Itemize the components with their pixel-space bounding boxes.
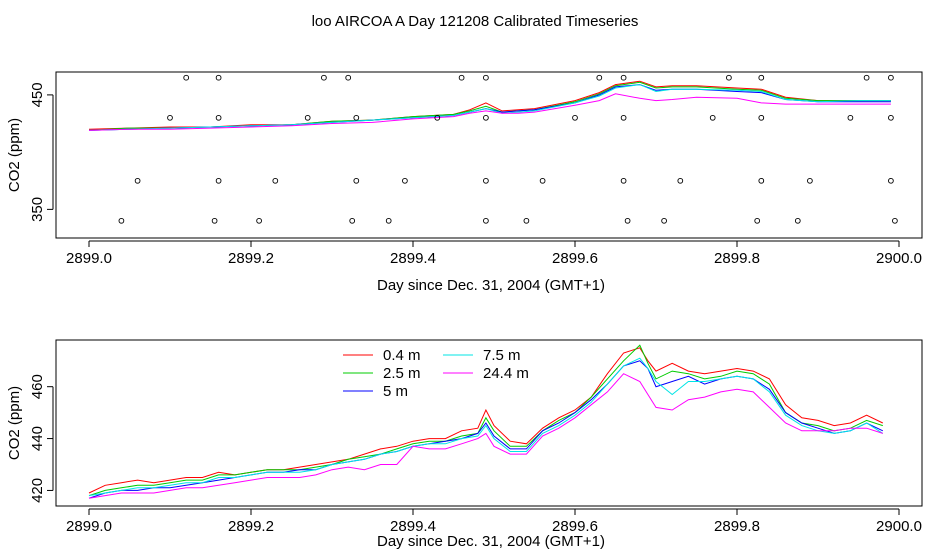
bottom-series-line-1 bbox=[88, 344, 883, 497]
top-series-line-0 bbox=[88, 80, 891, 130]
top-marker-point bbox=[892, 217, 898, 224]
legend-label: 5 m bbox=[383, 383, 408, 400]
bottom-series-line-3 bbox=[88, 357, 884, 497]
top-marker-point bbox=[758, 74, 765, 81]
top-plot-frame bbox=[55, 71, 923, 239]
bottom-y-tick-label: 440 bbox=[29, 426, 46, 451]
top-marker-point bbox=[523, 217, 530, 224]
top-marker-point bbox=[458, 74, 465, 81]
top-marker-point bbox=[888, 74, 894, 81]
top-marker-point bbox=[758, 177, 765, 184]
bottom-x-tick-label: 2899.6 bbox=[552, 518, 598, 535]
top-marker-point bbox=[483, 114, 489, 121]
top-marker-point bbox=[620, 74, 627, 81]
top-marker-point bbox=[794, 217, 801, 224]
top-marker-point bbox=[167, 114, 173, 121]
top-panel: 2899.0 2899.2 2899.4 2899.6 2899.8 2900.0 350… bbox=[6, 71, 923, 294]
legend: 0.4 m 2.5 m 5 m 7.5 m 24.4 m bbox=[343, 347, 529, 400]
top-marker-point bbox=[483, 177, 489, 184]
bottom-y-axis-label: CO2 (ppm) bbox=[6, 386, 23, 460]
bottom-x-tick-label: 2899.4 bbox=[390, 518, 436, 535]
top-marker-point bbox=[661, 217, 667, 224]
top-marker-point bbox=[620, 114, 627, 121]
top-marker-point bbox=[256, 217, 262, 224]
bottom-series-line-0 bbox=[88, 347, 884, 494]
bottom-y-tick-label: 420 bbox=[29, 478, 46, 503]
top-marker-point bbox=[215, 74, 222, 81]
top-marker-point bbox=[726, 74, 732, 81]
top-marker-point bbox=[624, 217, 631, 224]
top-x-tick-label: 2899.4 bbox=[390, 250, 436, 267]
top-y-axis-label: CO2 (ppm) bbox=[6, 118, 23, 192]
top-marker-point bbox=[353, 114, 360, 121]
top-marker-point bbox=[353, 177, 360, 184]
top-marker-point bbox=[847, 114, 854, 121]
top-marker-point bbox=[888, 177, 894, 184]
bottom-series-line-4 bbox=[88, 373, 883, 499]
top-marker-point bbox=[385, 217, 392, 224]
top-marker-point bbox=[215, 114, 222, 121]
legend-label: 24.4 m bbox=[483, 365, 529, 382]
top-x-tick-label: 2899.0 bbox=[66, 250, 112, 267]
bottom-x-axis-label: Day since Dec. 31, 2004 (GMT+1) bbox=[377, 533, 605, 550]
top-y-tick-label: 350 bbox=[29, 197, 46, 222]
top-marker-point bbox=[754, 217, 761, 224]
top-series-line-3 bbox=[88, 84, 891, 131]
top-marker-point bbox=[272, 177, 279, 184]
top-marker-point bbox=[345, 74, 352, 81]
legend-label: 7.5 m bbox=[483, 347, 521, 364]
top-y-tick-label: 450 bbox=[29, 82, 46, 107]
top-marker-point bbox=[402, 177, 408, 184]
bottom-y-tick-label: 460 bbox=[29, 374, 46, 399]
top-marker-point bbox=[134, 177, 141, 184]
bottom-panel: 2899.0 2899.2 2899.4 2899.6 2899.8 2900.0 420… bbox=[6, 339, 923, 550]
top-marker-point bbox=[321, 74, 327, 81]
top-x-tick-label: 2899.2 bbox=[228, 250, 274, 267]
top-marker-point bbox=[434, 114, 441, 121]
top-marker-point bbox=[539, 177, 546, 184]
top-marker-point bbox=[572, 114, 578, 121]
bottom-x-tick-label: 2899.8 bbox=[714, 518, 760, 535]
legend-label: 0.4 m bbox=[383, 347, 421, 364]
top-marker-point bbox=[807, 177, 813, 184]
top-marker-point bbox=[758, 114, 765, 121]
top-marker-point bbox=[483, 74, 489, 81]
top-marker-point bbox=[349, 217, 356, 224]
top-series-line-4 bbox=[88, 93, 891, 131]
top-marker-point bbox=[215, 177, 222, 184]
bottom-x-tick-label: 2899.2 bbox=[228, 518, 274, 535]
bottom-x-tick-label: 2899.0 bbox=[66, 518, 112, 535]
figure-title: loo AIRCOA A Day 121208 Calibrated Times… bbox=[312, 13, 639, 30]
top-marker-point bbox=[211, 217, 218, 224]
bottom-x-tick-label: 2900.0 bbox=[876, 518, 922, 535]
top-marker-point bbox=[863, 74, 870, 81]
top-x-tick-label: 2899.8 bbox=[714, 250, 760, 267]
top-marker-point bbox=[677, 177, 684, 184]
bottom-plot-frame bbox=[55, 339, 923, 507]
top-marker-point bbox=[304, 114, 311, 121]
top-x-tick-label: 2899.6 bbox=[552, 250, 598, 267]
top-marker-point bbox=[483, 217, 489, 224]
top-marker-point bbox=[118, 217, 125, 224]
top-marker-point bbox=[709, 114, 716, 121]
top-marker-point bbox=[183, 74, 190, 81]
legend-label: 2.5 m bbox=[383, 365, 421, 382]
top-x-axis-label: Day since Dec. 31, 2004 (GMT+1) bbox=[377, 277, 605, 294]
top-marker-point bbox=[596, 74, 603, 81]
top-series-line-1 bbox=[88, 81, 891, 131]
top-x-tick-label: 2900.0 bbox=[876, 250, 922, 267]
top-marker-point bbox=[620, 177, 627, 184]
top-marker-point bbox=[888, 114, 894, 121]
